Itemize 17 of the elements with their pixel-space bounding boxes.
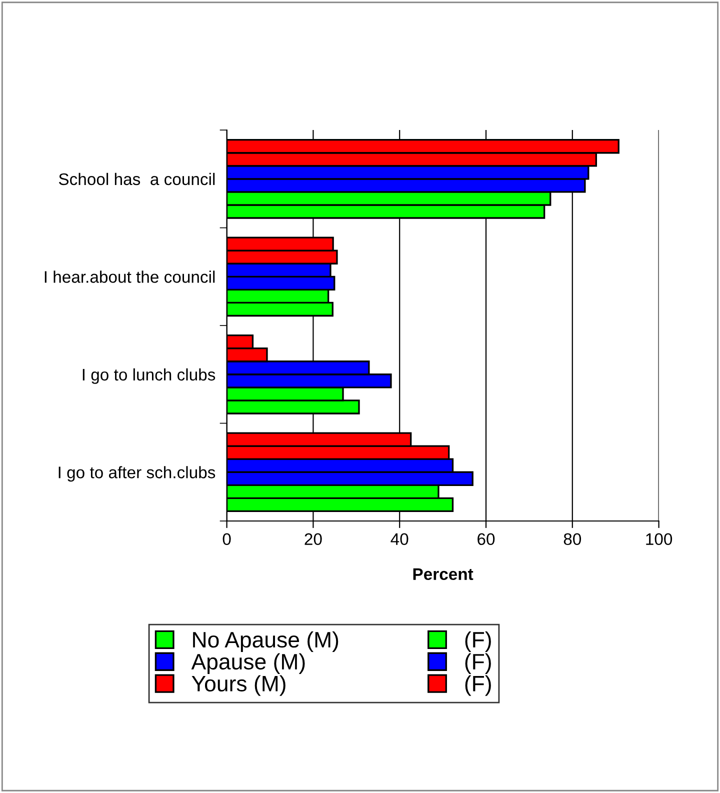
y-tick-label: I go to after sch.clubs [58, 466, 216, 482]
legend-label: (F) [465, 675, 491, 696]
x-tick-label: 0 [222, 533, 231, 546]
legend-label: (F) [465, 631, 491, 652]
legend-label: No Apause (M) [193, 631, 338, 652]
x-tick-label: 60 [478, 533, 495, 546]
x-axis-title: Percent [413, 568, 474, 580]
legend-label: Apause (M) [191, 653, 305, 674]
x-tick-label: 100 [646, 533, 672, 546]
y-tick-label: School has a council [58, 172, 215, 186]
y-tick-label: I hear.about the council [44, 270, 215, 283]
legend-label: (F) [465, 653, 491, 674]
y-tick-label: I go to lunch clubs [82, 368, 216, 384]
x-tick-label: 20 [304, 533, 322, 546]
x-tick-label: 80 [564, 533, 582, 546]
x-tick-label: 40 [390, 533, 408, 546]
legend-label: Yours (M) [192, 675, 286, 696]
